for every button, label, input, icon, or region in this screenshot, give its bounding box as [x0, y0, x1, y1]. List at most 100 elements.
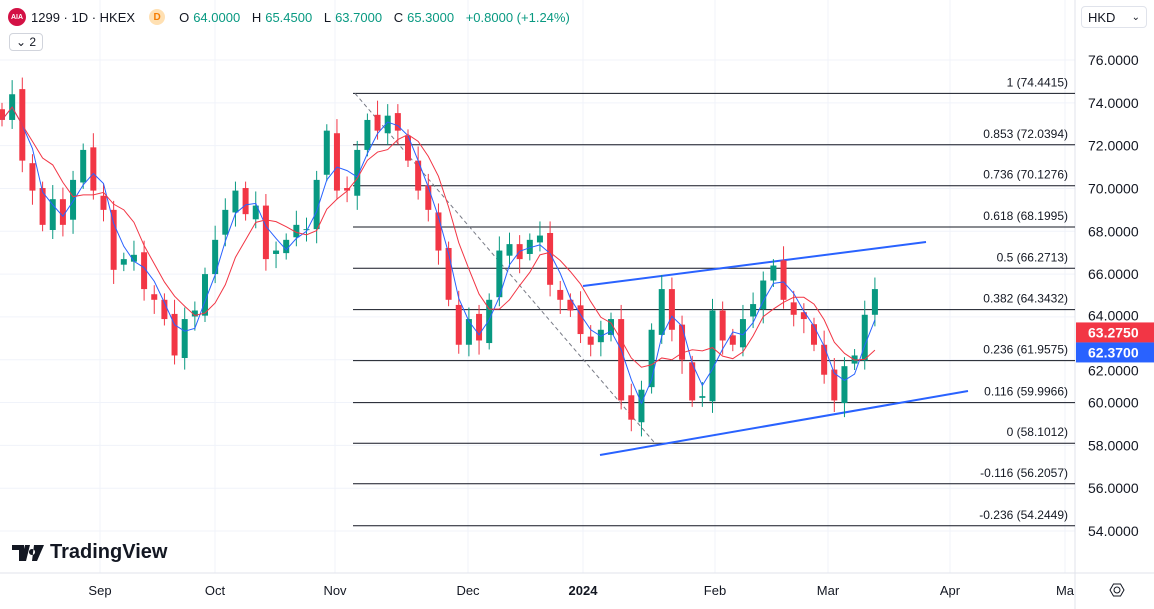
- candle-body: [293, 224, 300, 238]
- candle-body: [222, 209, 229, 235]
- candle-body: [252, 205, 259, 220]
- candle-body: [59, 199, 66, 225]
- time-tick-label: Nov: [323, 583, 347, 598]
- candle-body: [161, 299, 168, 320]
- candle-body: [608, 319, 614, 335]
- candle-body: [303, 229, 310, 231]
- candle-body: [262, 205, 269, 260]
- candle-body: [811, 324, 817, 345]
- price-tick-label: 58.0000: [1088, 437, 1139, 453]
- delayed-badge[interactable]: D: [149, 9, 166, 25]
- candle-body: [181, 319, 188, 359]
- candle-body: [273, 250, 280, 254]
- candle-body: [638, 389, 645, 423]
- candle-body: [790, 302, 797, 315]
- candle-body: [455, 304, 462, 345]
- candle-body: [618, 319, 625, 401]
- candle-body: [283, 239, 290, 254]
- symbol[interactable]: 1299: [31, 9, 60, 25]
- currency-select[interactable]: HKD ⌄: [1081, 6, 1147, 28]
- candle-body: [577, 305, 584, 335]
- price-tick-label: 56.0000: [1088, 480, 1139, 496]
- price-tick-label: 64.0000: [1088, 307, 1139, 323]
- fib-level-label: 0.236 (61.9575): [983, 343, 1068, 357]
- tv-logo-icon: [12, 544, 44, 561]
- candle-body: [405, 135, 411, 161]
- candle-body: [770, 265, 777, 281]
- candle-body: [425, 185, 432, 210]
- candle-body: [374, 114, 381, 131]
- open-label: O: [179, 9, 190, 25]
- chevron-down-icon: ⌄: [16, 35, 27, 49]
- candle-body: [354, 149, 361, 196]
- candle-body: [658, 289, 665, 335]
- candle-body: [699, 396, 706, 398]
- time-tick-label: Oct: [205, 583, 226, 598]
- fib-level-label: 0.382 (64.3432): [983, 292, 1068, 306]
- tradingview-logo[interactable]: TradingView: [12, 541, 167, 564]
- candle-body: [871, 289, 878, 315]
- candle-body: [110, 209, 117, 270]
- candle-body: [70, 179, 77, 220]
- fib-level-label: 1 (74.4415): [1007, 75, 1068, 89]
- candle-body: [344, 188, 351, 191]
- settings-icon[interactable]: [1113, 586, 1121, 594]
- time-tick-label: Mar: [817, 583, 840, 598]
- high-value: 65.4500: [265, 9, 313, 25]
- candle-body: [587, 336, 594, 345]
- price-label-bg: [1076, 322, 1154, 343]
- candle-body: [141, 252, 148, 290]
- candle-body: [780, 260, 787, 300]
- candle-body: [384, 115, 391, 134]
- candle-body: [445, 247, 452, 300]
- candle-body: [739, 319, 746, 348]
- brand-name: TradingView: [50, 541, 168, 563]
- time-tick-label: 2024: [569, 583, 599, 598]
- candle-body: [435, 212, 442, 251]
- candle-body: [90, 147, 97, 191]
- candle-body: [80, 149, 87, 183]
- price-tick-label: 74.0000: [1088, 95, 1139, 111]
- candle-body: [151, 294, 158, 300]
- price-tick-label: 60.0000: [1088, 395, 1139, 411]
- open-value: 64.0000: [193, 9, 241, 25]
- indicators-toggle[interactable]: ⌄ 2: [9, 33, 44, 51]
- symbol-logo: AIA: [8, 8, 26, 26]
- low-value: 63.7000: [335, 9, 383, 25]
- upper-channel-line: [582, 241, 927, 287]
- candle-body: [496, 250, 503, 298]
- fib-level-label: 0.5 (66.2713): [997, 250, 1068, 264]
- candle-body: [212, 239, 219, 275]
- chevron-down-icon: ⌄: [1131, 11, 1140, 23]
- candle-body: [323, 130, 330, 175]
- candle-body: [39, 188, 46, 225]
- currency-label: HKD: [1088, 9, 1116, 25]
- candle-body: [506, 244, 513, 256]
- indicator-count: 2: [29, 35, 37, 49]
- price-tick-label: 72.0000: [1088, 138, 1139, 154]
- price-label: 62.3700: [1088, 344, 1139, 360]
- candle-body: [465, 319, 472, 345]
- price-label-bg: [1076, 342, 1154, 363]
- candle-body: [476, 313, 483, 341]
- candle-body: [0, 109, 5, 120]
- interval[interactable]: 1D: [71, 9, 89, 25]
- candle-body: [171, 313, 178, 356]
- low-label: L: [323, 9, 332, 25]
- price-tick-label: 70.0000: [1088, 180, 1139, 196]
- candle-body: [536, 235, 543, 243]
- symbol-header: AIA 1299 · 1D · HKEX D O 64.0000 H 65.4500…: [8, 8, 574, 26]
- ma-slow-line: [1, 106, 876, 368]
- price-tick-label: 54.0000: [1088, 523, 1139, 539]
- candle-body: [821, 344, 828, 375]
- price-tick-label: 76.0000: [1088, 52, 1139, 68]
- ohlc-values: O 64.0000 H 65.4500 L 63.7000 C 65.3000 +0.8…: [179, 10, 574, 25]
- candle-body: [526, 239, 533, 254]
- candle-body: [313, 179, 320, 230]
- price-tick-label: 62.0000: [1088, 362, 1139, 378]
- candle-body: [547, 232, 554, 285]
- candle-body: [861, 314, 868, 361]
- candle-body: [486, 299, 493, 344]
